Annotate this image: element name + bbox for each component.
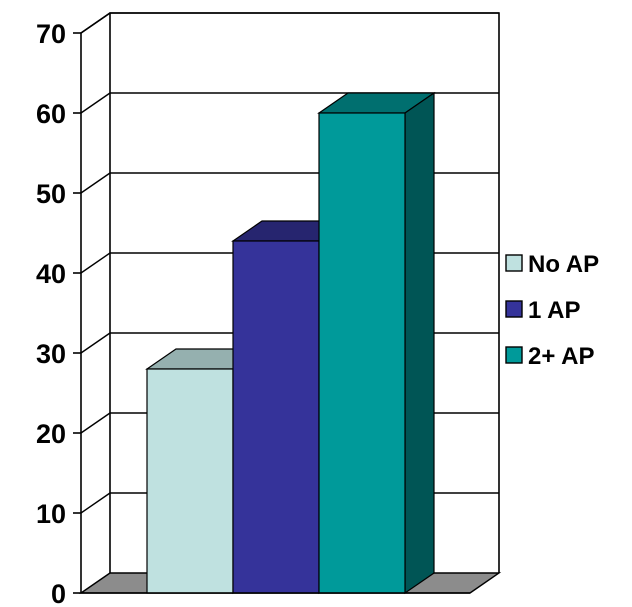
y-tick-label: 40 bbox=[36, 259, 66, 289]
legend-item: 2+ AP bbox=[505, 343, 594, 370]
legend-swatch bbox=[505, 254, 523, 272]
y-tick-label: 50 bbox=[36, 179, 66, 209]
legend-swatch bbox=[505, 300, 523, 318]
gridline-side bbox=[80, 332, 111, 354]
y-tick-label: 70 bbox=[36, 19, 66, 49]
y-tick-label: 0 bbox=[51, 579, 66, 607]
legend-swatch bbox=[505, 346, 523, 364]
legend-label: 2+ AP bbox=[528, 343, 594, 370]
y-axis: 0 10 20 30 40 50 60 70 bbox=[36, 19, 470, 607]
y-tick-label: 60 bbox=[36, 99, 66, 129]
bar-front bbox=[146, 368, 234, 594]
legend: No AP 1 AP 2+ AP bbox=[505, 251, 599, 370]
legend-item: 1 AP bbox=[505, 297, 580, 324]
y-tick-label: 10 bbox=[36, 499, 66, 529]
legend-label: 1 AP bbox=[528, 297, 580, 324]
bars bbox=[145, 91, 436, 595]
gridline-side bbox=[80, 172, 111, 194]
gridline-side bbox=[80, 492, 111, 514]
bar-side bbox=[404, 91, 435, 595]
gridline-side bbox=[80, 412, 111, 434]
gridline-side bbox=[80, 92, 111, 114]
legend-item: No AP bbox=[505, 251, 599, 278]
bar-3 bbox=[317, 91, 436, 595]
bar-front bbox=[232, 240, 320, 594]
y-tick-label: 20 bbox=[36, 419, 66, 449]
y-tick-label: 30 bbox=[36, 339, 66, 369]
gridline-side bbox=[80, 252, 111, 274]
gridline-side bbox=[80, 12, 111, 34]
legend-label: No AP bbox=[528, 251, 599, 278]
bar-front bbox=[318, 112, 406, 594]
